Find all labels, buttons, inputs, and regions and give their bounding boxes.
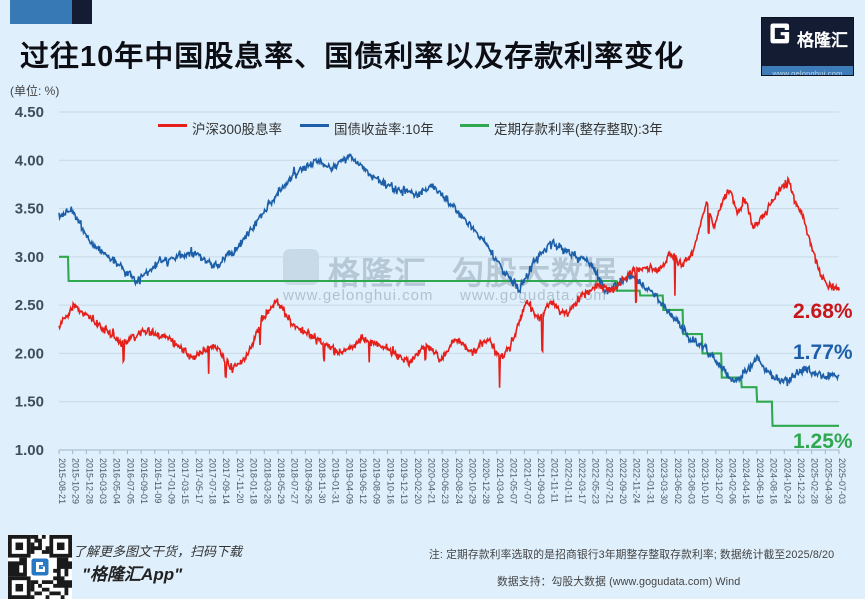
svg-text:2017-01-09: 2017-01-09: [166, 458, 176, 504]
svg-text:2023-06-02: 2023-06-02: [673, 458, 683, 504]
svg-text:2024-10-24: 2024-10-24: [782, 458, 792, 504]
svg-text:2021-09-03: 2021-09-03: [536, 458, 546, 504]
svg-text:2018-05-29: 2018-05-29: [276, 458, 286, 504]
svg-text:2.50: 2.50: [15, 297, 44, 314]
svg-text:2018-03-26: 2018-03-26: [262, 458, 272, 504]
svg-text:2019-12-13: 2019-12-13: [399, 458, 409, 504]
svg-text:2022-01-11: 2022-01-11: [563, 458, 573, 503]
svg-text:2019-06-12: 2019-06-12: [358, 458, 368, 504]
svg-text:2024-04-16: 2024-04-16: [741, 458, 751, 504]
svg-text:4.00: 4.00: [15, 152, 44, 169]
svg-text:2016-03-03: 2016-03-03: [98, 458, 108, 504]
svg-text:2.00: 2.00: [15, 345, 44, 362]
svg-text:2018-01-18: 2018-01-18: [249, 458, 259, 504]
svg-text:2016-07-05: 2016-07-05: [125, 458, 135, 504]
svg-text:2017-09-14: 2017-09-14: [221, 458, 231, 504]
svg-text:2020-02-20: 2020-02-20: [413, 458, 423, 504]
svg-text:2024-12-23: 2024-12-23: [796, 458, 806, 504]
svg-text:2025-04-30: 2025-04-30: [823, 458, 833, 504]
svg-text:3.50: 3.50: [15, 201, 44, 218]
svg-text:2023-12-07: 2023-12-07: [714, 458, 724, 504]
svg-text:2015-08-21: 2015-08-21: [57, 458, 67, 504]
svg-text:2019-10-16: 2019-10-16: [385, 458, 395, 504]
svg-text:2019-08-09: 2019-08-09: [372, 458, 382, 504]
svg-text:2024-06-19: 2024-06-19: [755, 458, 765, 504]
svg-text:1.50: 1.50: [15, 394, 44, 411]
svg-text:2022-07-21: 2022-07-21: [604, 458, 614, 504]
svg-text:2020-10-29: 2020-10-29: [468, 458, 478, 504]
svg-text:2025-02-28: 2025-02-28: [810, 458, 820, 504]
svg-text:2023-01-31: 2023-01-31: [645, 458, 655, 504]
svg-text:3.00: 3.00: [15, 249, 44, 266]
svg-text:2016-11-09: 2016-11-09: [153, 458, 163, 503]
svg-text:2019-01-31: 2019-01-31: [331, 458, 341, 504]
svg-text:2024-08-16: 2024-08-16: [769, 458, 779, 504]
svg-text:2016-05-04: 2016-05-04: [112, 458, 122, 504]
svg-text:2022-09-20: 2022-09-20: [618, 458, 628, 504]
svg-text:2023-10-10: 2023-10-10: [700, 458, 710, 504]
svg-text:2015-12-28: 2015-12-28: [84, 458, 94, 504]
svg-text:2022-11-24: 2022-11-24: [632, 458, 642, 503]
svg-text:2017-03-15: 2017-03-15: [180, 458, 190, 504]
svg-text:2017-11-20: 2017-11-20: [235, 458, 245, 503]
svg-text:4.50: 4.50: [15, 104, 44, 121]
svg-text:2021-07-07: 2021-07-07: [522, 458, 532, 504]
svg-text:2015-10-29: 2015-10-29: [71, 458, 81, 504]
svg-text:2020-08-24: 2020-08-24: [454, 458, 464, 504]
svg-text:1.00: 1.00: [15, 442, 44, 459]
svg-text:2016-09-01: 2016-09-01: [139, 458, 149, 504]
svg-text:2021-11-11: 2021-11-11: [550, 458, 560, 503]
svg-text:2018-07-27: 2018-07-27: [290, 458, 300, 504]
svg-text:2021-05-07: 2021-05-07: [509, 458, 519, 504]
svg-text:2017-07-18: 2017-07-18: [208, 458, 218, 504]
svg-text:2017-05-17: 2017-05-17: [194, 458, 204, 504]
svg-text:2023-03-30: 2023-03-30: [659, 458, 669, 504]
svg-text:2024-02-06: 2024-02-06: [728, 458, 738, 504]
svg-text:2022-03-17: 2022-03-17: [577, 458, 587, 504]
svg-text:2020-04-21: 2020-04-21: [426, 458, 436, 504]
svg-text:2025-07-03: 2025-07-03: [837, 458, 847, 504]
svg-text:2018-11-30: 2018-11-30: [317, 458, 327, 503]
svg-text:2021-03-04: 2021-03-04: [495, 458, 505, 504]
svg-text:2023-08-03: 2023-08-03: [686, 458, 696, 504]
svg-text:2018-09-26: 2018-09-26: [303, 458, 313, 504]
svg-text:2020-12-28: 2020-12-28: [481, 458, 491, 504]
svg-text:2019-04-09: 2019-04-09: [344, 458, 354, 504]
svg-text:2020-06-23: 2020-06-23: [440, 458, 450, 504]
svg-text:2022-05-23: 2022-05-23: [591, 458, 601, 504]
